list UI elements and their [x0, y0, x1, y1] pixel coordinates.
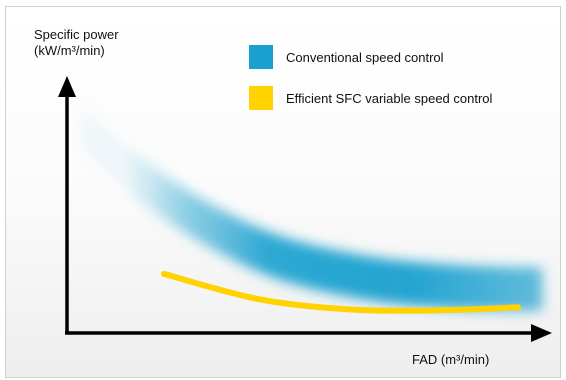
- legend-swatch-conventional: [249, 45, 273, 69]
- y-axis-arrow: [58, 76, 76, 97]
- y-axis-label-line2: (kW/m³/min): [34, 43, 105, 58]
- series-conventional-band: [81, 105, 543, 312]
- x-axis-label: FAD (m³/min): [412, 352, 489, 367]
- series-sfc-line: [161, 270, 521, 314]
- legend-label-conventional: Conventional speed control: [286, 50, 444, 65]
- x-axis-arrow: [531, 324, 552, 342]
- legend-swatch-sfc: [249, 86, 273, 110]
- y-axis-label-line1: Specific power: [34, 27, 119, 42]
- legend-label-sfc: Efficient SFC variable speed control: [286, 91, 493, 106]
- chart-panel: [5, 6, 561, 378]
